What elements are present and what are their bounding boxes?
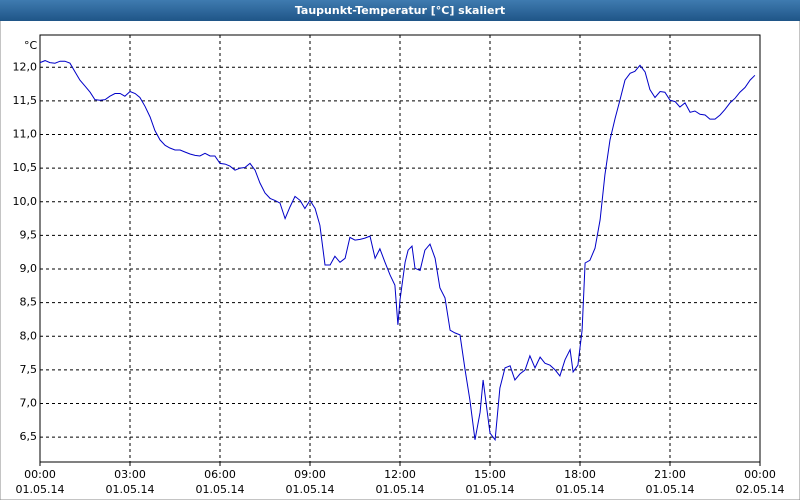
y-unit: °C (24, 39, 38, 52)
x-tick-date: 01.05.14 (196, 483, 245, 496)
y-tick-label: 7,0 (20, 396, 38, 409)
x-tick-label: 15:00 (474, 468, 506, 481)
x-tick-label: 00:00 (24, 468, 56, 481)
x-tick-label: 03:00 (114, 468, 146, 481)
x-tick-label: 12:00 (384, 468, 416, 481)
y-tick-label: 12,0 (13, 60, 38, 73)
y-tick-label: 9,5 (20, 228, 38, 241)
y-tick-label: 8,5 (20, 296, 38, 309)
title-bar (0, 0, 800, 21)
x-tick-date: 02.05.14 (736, 483, 785, 496)
y-tick-label: 10,0 (13, 195, 38, 208)
x-tick-date: 01.05.14 (646, 483, 695, 496)
y-tick-label: 11,0 (13, 128, 38, 141)
x-tick-date: 01.05.14 (16, 483, 65, 496)
x-tick-label: 21:00 (654, 468, 686, 481)
y-tick-label: 10,5 (13, 161, 38, 174)
x-tick-label: 00:00 (744, 468, 776, 481)
x-tick-date: 01.05.14 (376, 483, 425, 496)
x-tick-date: 01.05.14 (556, 483, 605, 496)
x-tick-label: 06:00 (204, 468, 236, 481)
y-tick-label: 11,5 (13, 94, 38, 107)
x-tick-label: 18:00 (564, 468, 596, 481)
x-tick-date: 01.05.14 (466, 483, 515, 496)
y-tick-label: 6,5 (20, 430, 38, 443)
y-tick-label: 8,0 (20, 329, 38, 342)
chart-title: Taupunkt-Temperatur [°C] skaliert (295, 4, 505, 17)
x-tick-label: 09:00 (294, 468, 326, 481)
y-tick-label: 7,5 (20, 363, 38, 376)
x-tick-date: 01.05.14 (286, 483, 335, 496)
y-tick-label: 9,0 (20, 262, 38, 275)
x-tick-date: 01.05.14 (106, 483, 155, 496)
data-line (39, 60, 756, 442)
